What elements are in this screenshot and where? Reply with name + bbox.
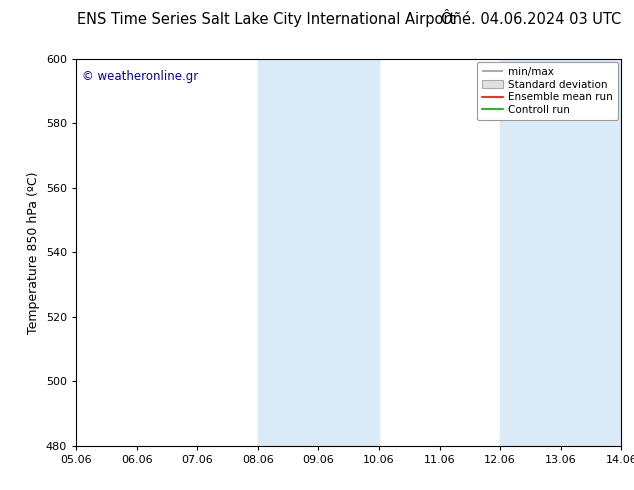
Text: © weatheronline.gr: © weatheronline.gr [82, 71, 198, 83]
Legend: min/max, Standard deviation, Ensemble mean run, Controll run: min/max, Standard deviation, Ensemble me… [477, 62, 618, 120]
Text: ENS Time Series Salt Lake City International Airport: ENS Time Series Salt Lake City Internati… [77, 12, 455, 27]
Bar [500, 59, 621, 446]
Y-axis label: Temperature 850 hPa (ºC): Temperature 850 hPa (ºC) [27, 171, 40, 334]
Bar [258, 59, 379, 446]
Text: Ôñé. 04.06.2024 03 UTC: Ôñé. 04.06.2024 03 UTC [441, 12, 621, 27]
